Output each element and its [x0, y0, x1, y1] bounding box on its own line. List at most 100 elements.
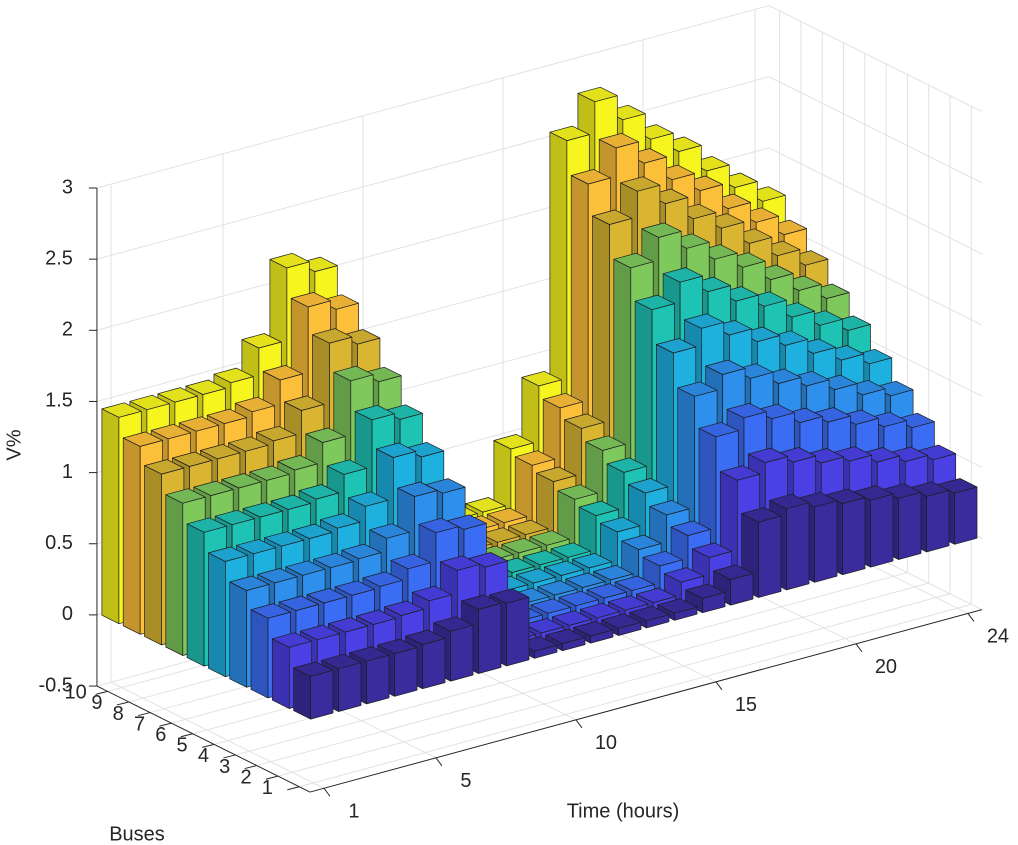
x-tick [575, 719, 583, 729]
bar-top-face [377, 638, 418, 654]
bar-top-face [586, 583, 627, 599]
bar-top-face [439, 555, 481, 571]
y-tick-label: 4 [198, 745, 209, 767]
bar-top-face [684, 313, 725, 329]
bar-top-face [565, 572, 606, 588]
bar-top-face [670, 520, 711, 536]
x-tick-label: 24 [987, 626, 1009, 648]
bar-top-face [573, 621, 614, 637]
bar-top-face [656, 338, 697, 354]
bar-front-face [450, 624, 474, 682]
bar-left-face [122, 437, 141, 635]
bar-top-face [313, 552, 354, 569]
z-tick-label: 0.5 [45, 532, 73, 554]
x-tick-label: 20 [875, 656, 897, 678]
bar-top-face [747, 447, 789, 463]
bar-top-face [411, 585, 453, 602]
bar-top-face [213, 367, 254, 384]
bar-top-face [242, 502, 283, 518]
bar-top-face [663, 567, 705, 583]
bar-top-face [628, 478, 669, 494]
y-tick [201, 743, 215, 748]
bar-top-face [641, 222, 682, 238]
bar-front-face [870, 493, 894, 568]
bar-top-face [144, 459, 185, 475]
bar-top-face [698, 421, 739, 438]
bar-front-face [758, 515, 782, 598]
bar-top-face [200, 444, 241, 460]
bar-front-face [310, 669, 334, 720]
grid-line [256, 582, 929, 767]
bar-top-face [493, 434, 534, 450]
z-tick-label: 0 [62, 603, 73, 625]
bar-top-face [250, 603, 291, 619]
bar-left-face [293, 667, 311, 720]
bar-top-face [713, 564, 754, 580]
bar-front-face [926, 489, 950, 553]
bar-top-face [537, 580, 578, 596]
bar [657, 598, 698, 621]
bar-top-face [529, 530, 570, 546]
bar-top-face [262, 365, 303, 381]
y-tick-label: 8 [113, 703, 124, 725]
bar-top-face [257, 568, 298, 584]
x-tick-label: 1 [348, 801, 359, 823]
bar-top-face [214, 509, 255, 526]
bar-top-face [185, 379, 226, 395]
grid-line [768, 76, 983, 184]
bar-top-face [542, 392, 583, 409]
bar-top-face [600, 516, 641, 533]
bar-top-face [579, 602, 621, 619]
bar-front-face [394, 647, 418, 697]
grid-line [235, 572, 908, 756]
bar-top-face [299, 624, 341, 641]
bar-top-face [362, 571, 403, 587]
x-tick [715, 681, 723, 691]
y-tick [180, 733, 193, 738]
y-tick-label: 9 [91, 692, 102, 714]
bar-top-face [489, 588, 530, 604]
bar-top-face [327, 617, 369, 633]
bar-left-face [271, 638, 290, 709]
y-tick [95, 690, 108, 695]
bar-top-face [508, 519, 549, 536]
bar-top-face [607, 595, 649, 611]
bar-front-face [422, 638, 446, 690]
bar-top-face [726, 402, 767, 419]
bar-top-face [298, 484, 339, 500]
x-tick-label: 15 [735, 694, 757, 716]
bar-front-face [786, 502, 810, 591]
bar-top-face [522, 550, 563, 566]
y-tick [223, 754, 236, 759]
bar-top-face [544, 560, 585, 576]
bar-front-face [954, 486, 978, 545]
bar [614, 575, 655, 600]
z-tick-label: 2 [62, 319, 73, 341]
grid-line [277, 593, 951, 777]
bar [573, 621, 614, 644]
bar-top-face [620, 176, 661, 192]
bar-left-face [165, 494, 184, 656]
bar-top-face [348, 491, 389, 507]
y-tick [138, 712, 151, 717]
bar-top-face [606, 457, 647, 473]
bar-top-face [249, 465, 290, 481]
bar-top-face [601, 613, 642, 629]
bar-top-face [405, 629, 446, 645]
bar-top-face [234, 396, 275, 413]
bar-front-face [506, 596, 530, 667]
bar-top-face [545, 628, 586, 644]
bar-top-face [290, 292, 331, 308]
bar-top-face [629, 605, 670, 622]
bar-top-face [271, 632, 313, 648]
bar [601, 613, 642, 636]
bar-top-face [264, 531, 305, 547]
bar-top-face [277, 455, 318, 471]
bar-left-face [186, 523, 205, 667]
bar-front-face [478, 603, 502, 674]
bar-left-face [229, 581, 248, 688]
grid-line [110, 681, 325, 789]
bar-top-face [341, 543, 382, 560]
bar-top-face [333, 365, 374, 382]
